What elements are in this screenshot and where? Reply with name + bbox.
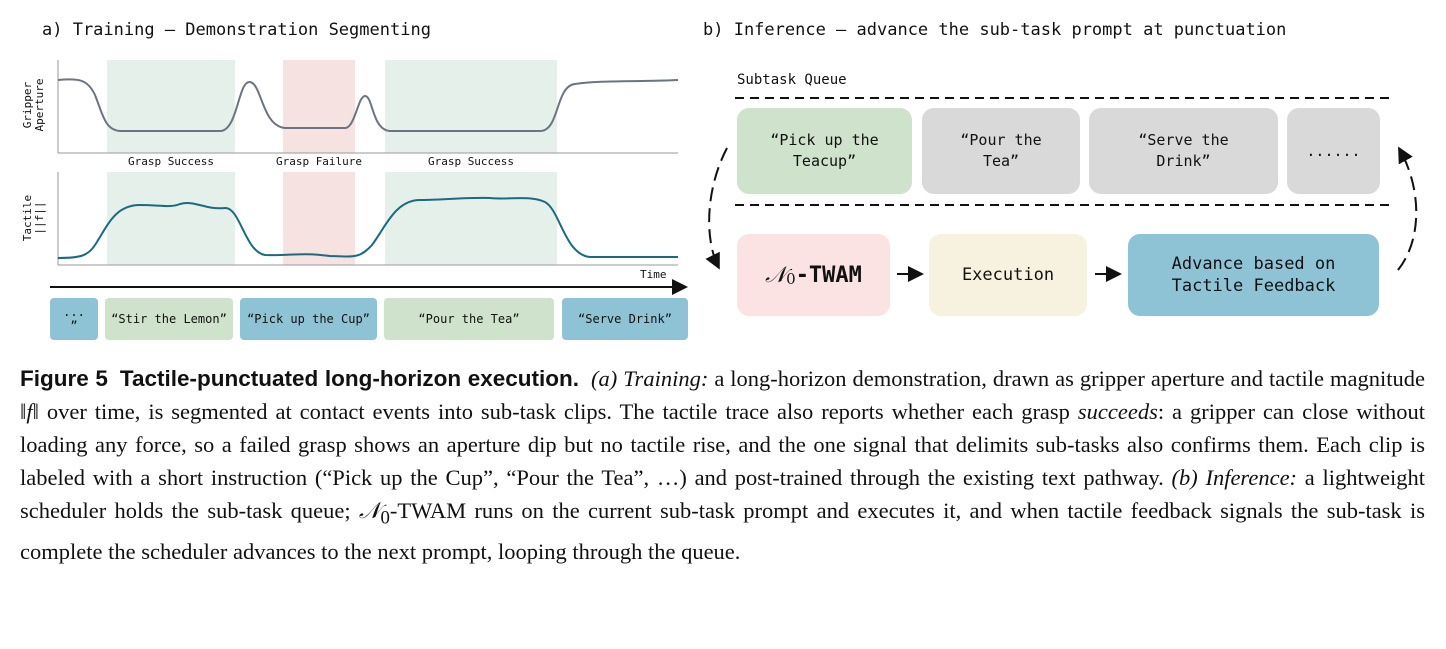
advance-line: Tactile Feedback — [1171, 276, 1336, 296]
region-success — [385, 60, 557, 153]
caption-run: (a) Training: — [591, 366, 709, 391]
region-label: Grasp Failure — [275, 155, 363, 168]
caption-run: succeeds — [1077, 399, 1158, 424]
time-label: Time — [640, 268, 667, 281]
segment-line: ” — [70, 319, 78, 333]
queue-item: “Pour the Tea” — [922, 108, 1080, 194]
segment-line: “Serve Drink” — [578, 312, 672, 326]
tactile-curve — [57, 196, 678, 259]
segment: “Pour the Tea” — [384, 298, 554, 340]
queue-item: “Serve the Drink” — [1089, 108, 1278, 194]
segment-line: “Pour the Tea” — [418, 312, 520, 326]
y-label-line: Aperture — [33, 78, 46, 132]
figure-graphics — [50, 60, 1418, 295]
caption-run: -TWAM runs on the current sub-task promp… — [20, 498, 1425, 564]
caption-label: Figure 5 — [20, 366, 108, 391]
region-failure — [283, 60, 355, 153]
caption-run: a long-horizon demonstration, drawn as g… — [20, 366, 1425, 424]
queue-item: “Pick up the Teacup” — [737, 108, 912, 194]
segment: “Pick up the Cup” — [240, 298, 377, 340]
loop-arrow — [705, 147, 728, 270]
caption-run: 𝒩 — [358, 498, 381, 523]
segment-line: ... — [63, 305, 85, 319]
region-failure — [283, 172, 355, 265]
advance-box: Advance based on Tactile Feedback — [1128, 234, 1379, 316]
advance-line: Advance based on — [1171, 254, 1336, 274]
caption-run: 0 — [380, 507, 390, 529]
caption: Figure 5 Tactile-punctuated long-horizon… — [20, 362, 1425, 568]
y-label: Tactile ||f|| — [21, 183, 46, 253]
region-label: Grasp Success — [127, 155, 215, 168]
queue-line: “Serve the — [1138, 131, 1229, 149]
model-subscript: 0 — [786, 269, 796, 288]
region-success — [385, 172, 557, 265]
queue-line: “Pour the — [960, 131, 1042, 149]
model-symbol: 𝒩 — [765, 262, 787, 288]
region-success — [107, 172, 235, 265]
caption-run: a lightweight scheduler holds the sub-ta… — [20, 465, 1425, 523]
queue-line: Teacup” — [792, 152, 857, 170]
caption-run: (b) Inference: — [1171, 465, 1298, 490]
region-label: Grasp Success — [427, 155, 515, 168]
queue-line: Tea” — [982, 152, 1020, 170]
aperture-curve — [57, 78, 679, 132]
y-label: Gripper Aperture — [21, 70, 46, 140]
region-success — [107, 60, 235, 153]
panel-title: a) Training — Demonstration Segmenting — [42, 20, 431, 40]
segment: ...” — [50, 298, 98, 340]
axes — [57, 60, 678, 266]
model-name: -TWAM — [795, 262, 862, 288]
queue-item: ...... — [1287, 108, 1380, 194]
queue-label: Subtask Queue — [737, 72, 847, 88]
model-box: 𝒩 0 -TWAM — [737, 234, 890, 316]
y-label-line: ||f|| — [33, 201, 46, 235]
segment-line: “Pick up the Cup” — [247, 312, 370, 326]
caption-title: Tactile-punctuated long-horizon executio… — [119, 366, 580, 391]
queue-line: ...... — [1306, 141, 1361, 160]
caption-run: f — [26, 399, 33, 424]
segment: “Serve Drink” — [562, 298, 688, 340]
panel-title: b) Inference — advance the sub-task prom… — [703, 20, 1287, 40]
queue-line: Drink” — [1156, 152, 1211, 170]
caption-run: : a gripper can close without loading an… — [20, 399, 1426, 490]
execution-label: Execution — [961, 264, 1055, 285]
loop-arrow — [1397, 146, 1418, 271]
segment: “Stir the Lemon” — [105, 298, 233, 340]
regions — [107, 60, 557, 265]
segment-line: “Stir the Lemon” — [111, 312, 227, 326]
caption-run: ‖ over time, is segmented at contact eve… — [32, 399, 1078, 424]
execution-box: Execution — [929, 234, 1087, 316]
queue-line: “Pick up the — [770, 131, 879, 149]
